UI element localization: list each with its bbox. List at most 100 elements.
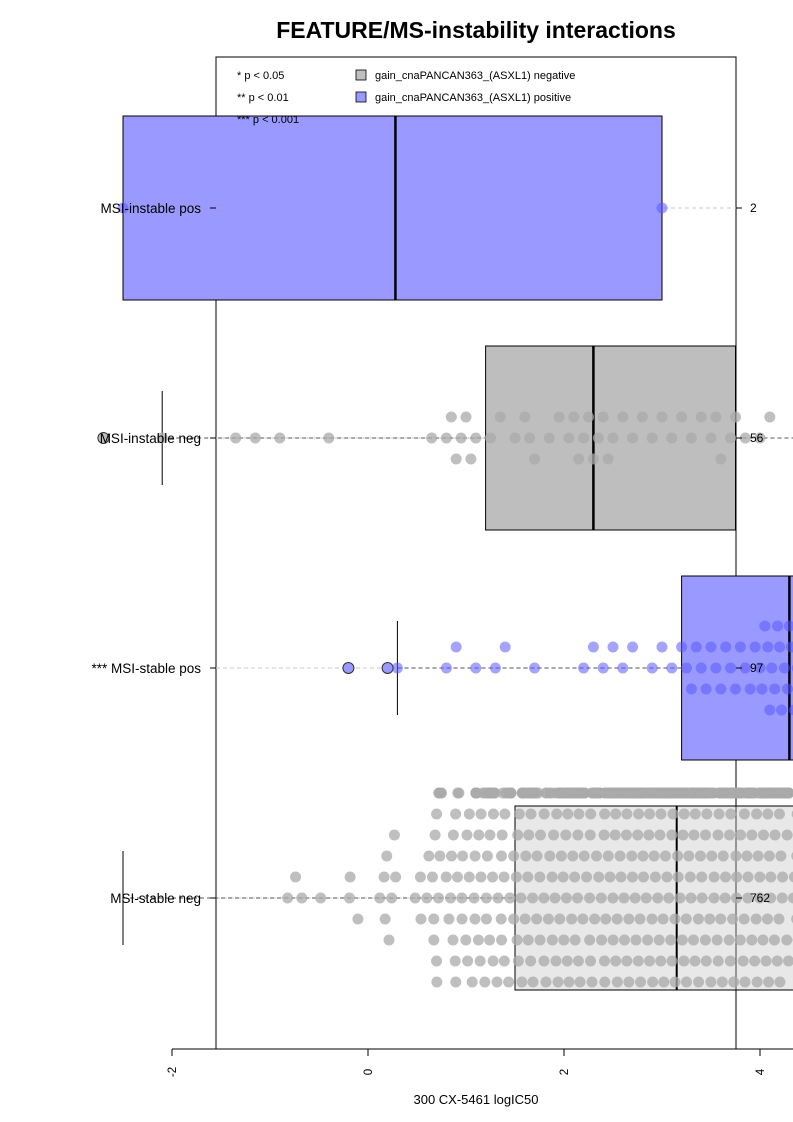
- data-point: [656, 411, 668, 423]
- data-point: [688, 829, 700, 841]
- data-point: [642, 934, 654, 946]
- data-point: [496, 850, 508, 862]
- data-point: [450, 976, 462, 988]
- data-point: [485, 432, 496, 444]
- data-point: [496, 934, 508, 946]
- x-axis-title: 300 CX-5461 logIC50: [413, 1092, 538, 1107]
- data-point: [715, 913, 727, 925]
- data-point: [689, 955, 701, 967]
- data-point: [731, 871, 743, 883]
- data-point: [431, 955, 443, 967]
- data-point: [456, 892, 468, 904]
- data-point: [725, 662, 737, 674]
- data-point: [480, 913, 492, 925]
- data-point: [282, 892, 294, 904]
- data-point: [472, 934, 484, 946]
- data-point: [548, 829, 560, 841]
- data-point: [648, 850, 660, 862]
- data-point: [440, 871, 452, 883]
- group-count: 56: [750, 431, 764, 445]
- data-point: [585, 955, 597, 967]
- data-point: [656, 202, 668, 214]
- data-point: [590, 850, 602, 862]
- data-point: [546, 934, 558, 946]
- data-point: [531, 913, 543, 925]
- data-point: [710, 411, 722, 423]
- data-point: [578, 850, 590, 862]
- data-point: [677, 829, 689, 841]
- data-point: [644, 808, 656, 820]
- data-point: [525, 808, 537, 820]
- data-point: [562, 808, 574, 820]
- data-point: [739, 432, 751, 444]
- data-point: [470, 662, 482, 674]
- data-point: [750, 913, 762, 925]
- data-point: [656, 641, 668, 653]
- data-point: [629, 892, 641, 904]
- data-point: [414, 871, 426, 883]
- data-point: [585, 808, 597, 820]
- data-point: [773, 808, 785, 820]
- data-point: [117, 202, 129, 214]
- data-point: [577, 913, 589, 925]
- data-point: [492, 892, 504, 904]
- legend-swatch: [355, 91, 367, 103]
- outlier-point: [342, 662, 355, 674]
- data-point: [566, 913, 578, 925]
- data-point: [720, 871, 732, 883]
- data-point: [776, 704, 788, 716]
- data-point: [730, 411, 741, 423]
- data-point: [724, 829, 736, 841]
- data-point: [520, 850, 532, 862]
- data-point: [715, 453, 727, 465]
- data-point: [623, 976, 635, 988]
- data-point: [666, 432, 678, 444]
- data-point: [426, 871, 438, 883]
- data-point: [751, 976, 763, 988]
- data-point: [627, 641, 639, 653]
- data-point: [553, 411, 565, 423]
- data-point: [534, 829, 546, 841]
- data-point: [712, 955, 724, 967]
- data-point: [522, 934, 534, 946]
- data-point: [738, 808, 750, 820]
- box: [122, 115, 663, 301]
- data-point: [764, 704, 776, 716]
- data-point: [296, 892, 308, 904]
- data-point: [685, 432, 697, 444]
- data-point: [494, 411, 506, 423]
- data-point: [587, 641, 599, 653]
- data-point: [315, 892, 327, 904]
- data-point: [741, 850, 753, 862]
- data-point: [432, 892, 444, 904]
- legend-swatch: [355, 69, 367, 81]
- data-point: [584, 934, 596, 946]
- data-point: [621, 955, 633, 967]
- data-point: [749, 641, 761, 653]
- data-point: [572, 829, 584, 841]
- data-point: [666, 662, 678, 674]
- data-point: [735, 829, 747, 841]
- data-point: [435, 787, 447, 799]
- data-point: [676, 641, 688, 653]
- data-point: [460, 411, 472, 423]
- data-point: [680, 976, 692, 988]
- data-point: [618, 892, 630, 904]
- data-point: [658, 976, 670, 988]
- data-point: [725, 432, 737, 444]
- data-point: [644, 955, 656, 967]
- data-point: [757, 934, 769, 946]
- data-point: [531, 850, 543, 862]
- data-point: [599, 808, 611, 820]
- data-point: [760, 955, 772, 967]
- data-point: [769, 829, 781, 841]
- data-point: [386, 892, 398, 904]
- data-point: [758, 829, 770, 841]
- group-label: MSI-instable pos: [100, 201, 201, 216]
- data-point: [666, 955, 678, 967]
- data-point: [674, 892, 686, 904]
- data-point: [495, 913, 507, 925]
- data-point: [610, 955, 622, 967]
- data-point: [569, 871, 581, 883]
- data-point: [447, 829, 459, 841]
